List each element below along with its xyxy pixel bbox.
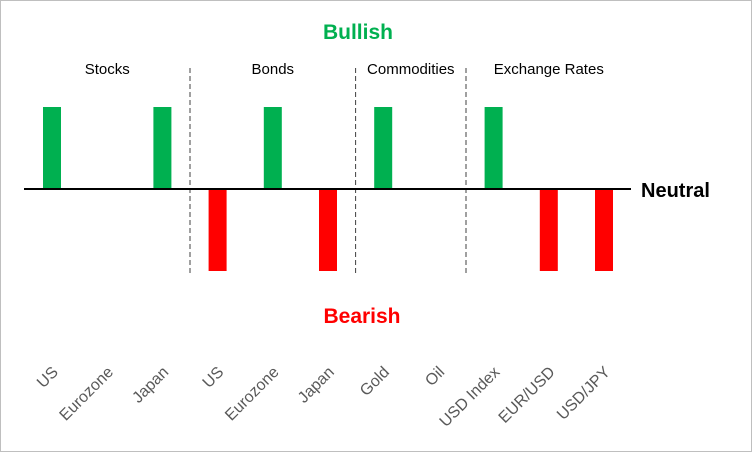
bar-5-japan bbox=[319, 189, 337, 271]
tick-label-6: Gold bbox=[357, 364, 393, 400]
bar-4-eurozone bbox=[263, 107, 282, 189]
tick-label-0: US bbox=[34, 364, 62, 392]
tick-label-1: Eurozone bbox=[57, 364, 118, 425]
tick-label-8: USD Index bbox=[437, 364, 504, 431]
bar-0-us bbox=[43, 107, 61, 189]
group-label-commodities: Commodities bbox=[367, 61, 455, 78]
bar-6-gold bbox=[374, 107, 393, 189]
bar-2-japan bbox=[153, 107, 172, 189]
bullish-label: Bullish bbox=[323, 21, 393, 44]
bearish-label: Bearish bbox=[323, 305, 400, 328]
group-label-stocks: Stocks bbox=[85, 61, 130, 78]
tick-label-2: Japan bbox=[129, 364, 172, 407]
tick-label-10: USD/JPY bbox=[554, 364, 614, 424]
tick-label-3: US bbox=[200, 364, 228, 392]
bar-8-usd-index bbox=[484, 107, 503, 189]
tick-label-7: Oil bbox=[422, 364, 448, 390]
tick-label-4: Eurozone bbox=[222, 364, 283, 425]
tick-label-5: Japan bbox=[295, 364, 338, 407]
tick-label-9: EUR/USD bbox=[496, 364, 559, 427]
bar-3-us bbox=[208, 189, 227, 271]
neutral-label: Neutral bbox=[641, 180, 710, 202]
group-label-bonds: Bonds bbox=[252, 61, 295, 78]
bar-9-eur-usd bbox=[539, 189, 558, 271]
group-label-exchange-rates: Exchange Rates bbox=[494, 61, 604, 78]
bar-10-usd-jpy bbox=[595, 189, 613, 271]
